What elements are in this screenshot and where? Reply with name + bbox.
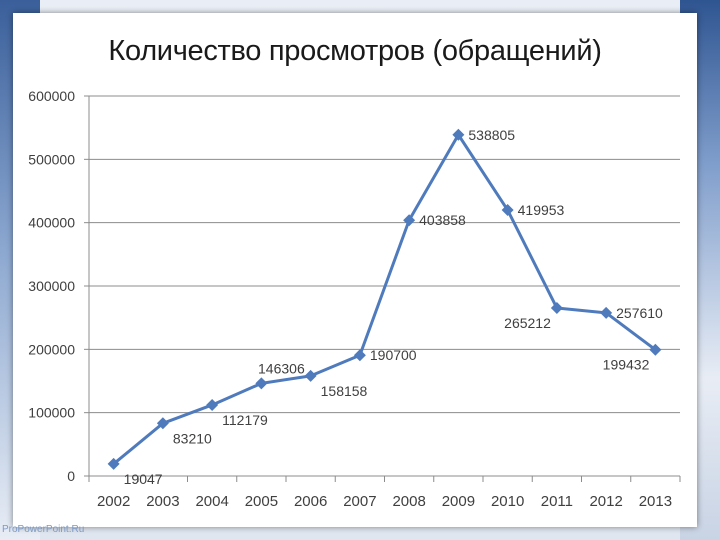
x-tick-label: 2008 (392, 493, 425, 510)
data-point (353, 349, 366, 362)
x-tick-label: 2012 (589, 493, 622, 510)
x-tick-label: 2007 (343, 493, 376, 510)
data-point (649, 343, 662, 356)
x-tick-label: 2003 (146, 493, 179, 510)
x-tick-label: 2006 (294, 493, 327, 510)
data-point (452, 128, 465, 141)
data-point (206, 398, 219, 411)
data-point (403, 214, 416, 227)
x-tick-label: 2011 (541, 493, 573, 510)
data-point (255, 377, 268, 390)
data-point (600, 306, 613, 319)
y-tick-label: 200000 (28, 341, 75, 357)
data-label: 158158 (321, 383, 368, 399)
x-tick-label: 2009 (442, 493, 475, 510)
x-tick-label: 2013 (639, 493, 672, 510)
data-label: 257610 (616, 305, 663, 321)
line-chart: 0 100000 200000 300000 400000 500000 600000 200… (28, 88, 681, 510)
y-tick-label: 0 (67, 468, 75, 484)
y-tick-label: 600000 (28, 88, 75, 104)
x-tick-label: 2004 (195, 493, 228, 510)
y-tick-label: 300000 (28, 278, 75, 294)
data-point (550, 302, 563, 315)
data-point (304, 369, 317, 382)
x-tick-label: 2010 (491, 493, 524, 510)
x-tick-label: 2005 (245, 493, 278, 510)
series-line (112, 133, 657, 466)
y-tick-label: 400000 (28, 215, 75, 231)
data-label: 146306 (258, 360, 305, 376)
data-label: 265212 (504, 315, 551, 331)
data-label: 199432 (603, 357, 650, 373)
data-point (107, 457, 120, 470)
data-label: 538805 (468, 127, 515, 143)
data-label: 19047 (124, 471, 163, 487)
data-label: 112179 (222, 412, 268, 428)
slide-card: Количество просмотров (обращений) 0 10000… (13, 13, 697, 527)
data-point (156, 417, 169, 430)
footer-watermark: ProPowerPoint.Ru (2, 524, 85, 535)
y-tick-label: 100000 (28, 405, 75, 421)
x-tick-label: 2002 (97, 493, 130, 510)
data-label: 190700 (370, 347, 417, 363)
data-point (501, 204, 514, 217)
y-tick-label: 500000 (28, 151, 75, 167)
data-label: 403858 (419, 212, 466, 228)
data-label: 419953 (518, 202, 565, 218)
data-label: 83210 (173, 430, 212, 446)
chart-title: Количество просмотров (обращений) (108, 35, 602, 67)
